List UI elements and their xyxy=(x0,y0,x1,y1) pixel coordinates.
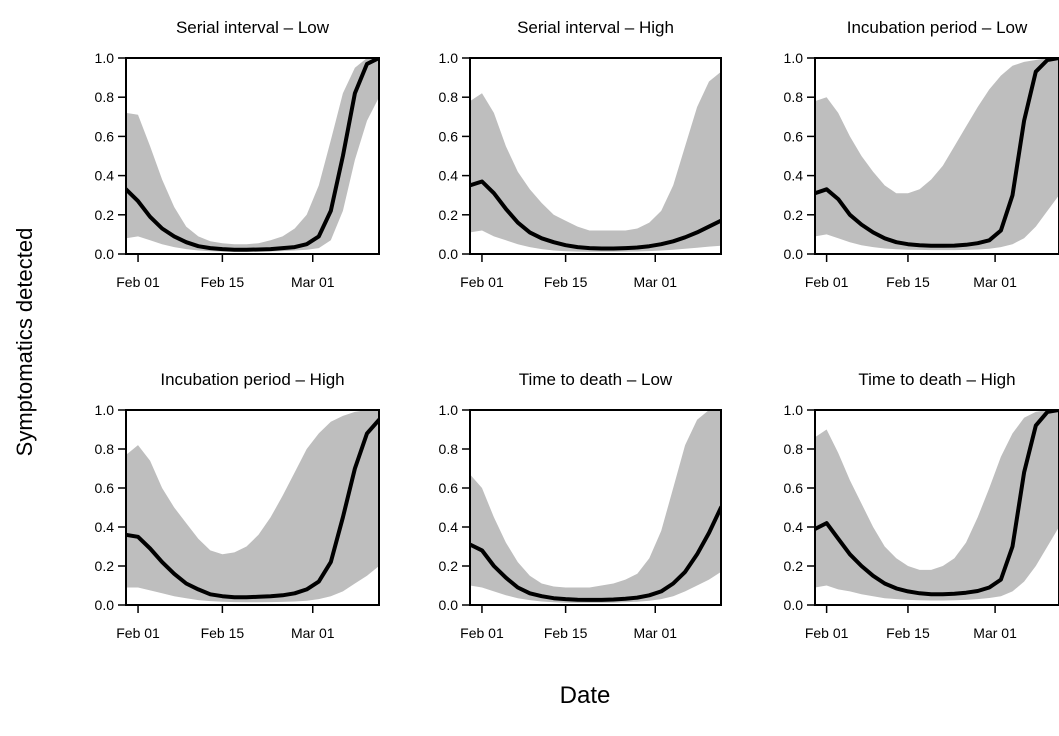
x-tick-label: Feb 15 xyxy=(886,625,930,641)
figure-ylabel: Symptomatics detected xyxy=(12,228,37,457)
x-tick-label: Feb 01 xyxy=(116,274,160,290)
y-tick-label: 0.6 xyxy=(439,480,459,496)
y-tick-label: 0.4 xyxy=(95,168,115,184)
median-line xyxy=(815,410,1059,597)
plot-frame xyxy=(125,57,380,255)
y-tick-label: 0.6 xyxy=(95,128,115,144)
panel-title: Time to death – High xyxy=(858,370,1015,389)
x-tick-label: Feb 15 xyxy=(201,625,245,641)
x-tick-label: Feb 01 xyxy=(460,625,504,641)
y-tick-label: 1.0 xyxy=(95,402,115,418)
panel-title: Incubation period – High xyxy=(160,370,344,389)
confidence-band xyxy=(815,58,1059,251)
y-tick-label: 1.0 xyxy=(439,50,459,66)
x-tick-label: Mar 01 xyxy=(633,274,677,290)
y-tick-label: 1.0 xyxy=(784,50,804,66)
confidence-band xyxy=(470,410,721,603)
median-line xyxy=(470,505,721,602)
x-tick-label: Mar 01 xyxy=(973,625,1017,641)
y-tick-label: 0.2 xyxy=(784,558,804,574)
x-tick-label: Feb 01 xyxy=(116,625,160,641)
confidence-band xyxy=(126,410,379,603)
x-tick-label: Feb 01 xyxy=(805,625,849,641)
panel-title: Serial interval – Low xyxy=(176,18,330,37)
x-tick-label: Mar 01 xyxy=(291,625,335,641)
confidence-band xyxy=(126,58,379,252)
y-tick-label: 0.6 xyxy=(95,480,115,496)
x-tick-label: Mar 01 xyxy=(291,274,335,290)
y-tick-label: 0.0 xyxy=(439,597,459,613)
y-tick-label: 0.0 xyxy=(784,597,804,613)
y-tick-label: 0.2 xyxy=(784,207,804,223)
y-tick-label: 0.8 xyxy=(439,441,459,457)
y-tick-label: 0.8 xyxy=(95,441,115,457)
y-tick-label: 1.0 xyxy=(784,402,804,418)
y-tick-label: 0.8 xyxy=(95,89,115,105)
plot-frame xyxy=(469,57,722,255)
x-tick-label: Feb 15 xyxy=(544,274,588,290)
y-tick-label: 0.6 xyxy=(784,480,804,496)
chart-panel: Serial interval – High 0.0 0.2 0.4 0.6 0.8 1.0… xyxy=(439,18,722,290)
chart-panel: Time to death – High 0.0 0.2 0.4 0.6 0.8 1.0 Fe… xyxy=(784,370,1059,641)
y-tick-label: 0.8 xyxy=(784,441,804,457)
y-tick-label: 0.8 xyxy=(784,89,804,105)
y-tick-label: 0.6 xyxy=(439,128,459,144)
y-tick-label: 0.2 xyxy=(439,207,459,223)
panel-title: Serial interval – High xyxy=(517,18,674,37)
figure-xlabel: Date xyxy=(560,682,611,709)
plot-frame xyxy=(469,409,722,606)
y-tick-label: 0.2 xyxy=(95,558,115,574)
chart-panel: Incubation period – Low 0.0 0.2 0.4 0.6 0.8 1.… xyxy=(784,18,1059,290)
panel-title: Incubation period – Low xyxy=(847,18,1028,37)
x-tick-label: Feb 01 xyxy=(805,274,849,290)
y-tick-label: 0.0 xyxy=(95,597,115,613)
panel-title: Time to death – Low xyxy=(519,370,673,389)
panels: Serial interval – Low 0.0 0.2 0.4 0.6 0.8 1.0 F… xyxy=(95,18,1059,641)
y-tick-label: 0.4 xyxy=(439,168,459,184)
chart-panel: Time to death – Low 0.0 0.2 0.4 0.6 0.8 1.0 Feb… xyxy=(439,370,722,641)
x-tick-label: Feb 15 xyxy=(886,274,930,290)
y-tick-label: 1.0 xyxy=(439,402,459,418)
y-tick-label: 0.8 xyxy=(439,89,459,105)
y-tick-label: 0.4 xyxy=(439,519,459,535)
plot-frame xyxy=(814,57,1059,255)
y-tick-label: 0.0 xyxy=(439,246,459,262)
plot-frame xyxy=(814,409,1059,606)
confidence-band xyxy=(815,410,1059,601)
confidence-band xyxy=(470,71,721,252)
x-tick-label: Feb 15 xyxy=(544,625,588,641)
y-tick-label: 0.6 xyxy=(784,128,804,144)
y-tick-label: 0.4 xyxy=(784,519,804,535)
chart-panel: Incubation period – High 0.0 0.2 0.4 0.6 0.8 1… xyxy=(95,370,380,641)
y-tick-label: 0.2 xyxy=(95,207,115,223)
median-line xyxy=(126,58,379,252)
y-tick-label: 1.0 xyxy=(95,50,115,66)
y-tick-label: 0.0 xyxy=(95,246,115,262)
chart-panel: Serial interval – Low 0.0 0.2 0.4 0.6 0.8 1.0 F… xyxy=(95,18,380,290)
median-line xyxy=(815,58,1059,248)
x-tick-label: Feb 01 xyxy=(460,274,504,290)
x-tick-label: Mar 01 xyxy=(633,625,677,641)
y-tick-label: 0.4 xyxy=(95,519,115,535)
median-line xyxy=(126,417,379,600)
plot-frame xyxy=(125,409,380,606)
x-tick-label: Feb 15 xyxy=(201,274,245,290)
y-tick-label: 0.2 xyxy=(439,558,459,574)
y-tick-label: 0.0 xyxy=(784,246,804,262)
median-line xyxy=(470,179,721,251)
x-tick-label: Mar 01 xyxy=(973,274,1017,290)
y-tick-label: 0.4 xyxy=(784,168,804,184)
